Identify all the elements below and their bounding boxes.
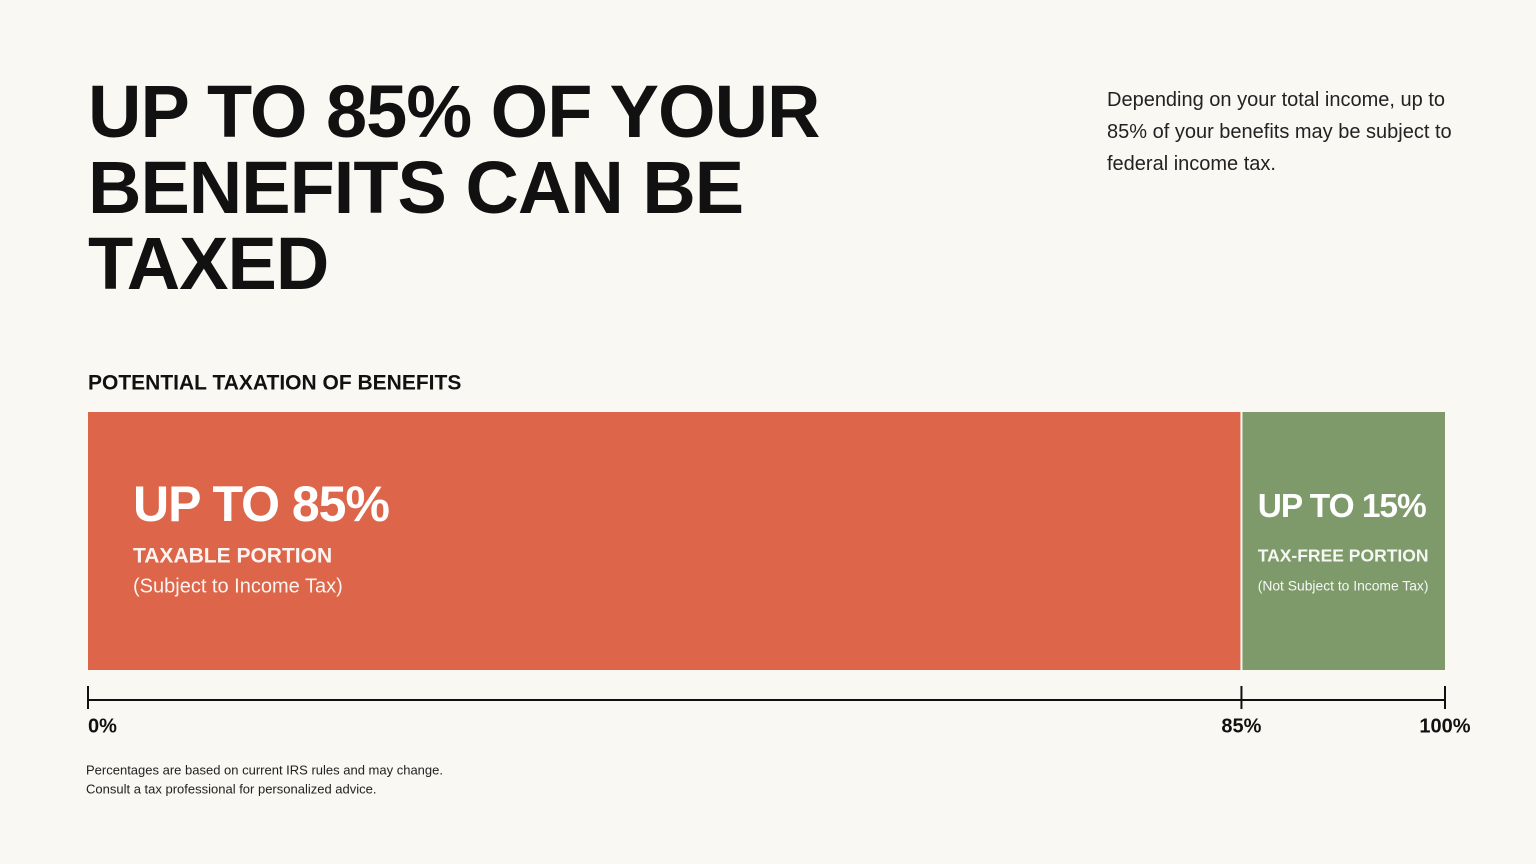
chart-label: POTENTIAL TAXATION OF BENEFITS — [88, 372, 461, 395]
footnote: Consult a tax professional for personali… — [86, 781, 377, 796]
segment-name: TAX-FREE PORTION — [1258, 546, 1429, 566]
bar-segment — [1241, 412, 1445, 670]
segment-value-label: UP TO 85% — [133, 476, 389, 532]
subtitle: Depending on your total income, up to 85… — [1107, 89, 1452, 175]
x-tick-label: 100% — [1419, 715, 1470, 737]
x-tick-label: 85% — [1221, 715, 1261, 737]
segment-description: (Subject to Income Tax) — [133, 575, 343, 597]
segment-description: (Not Subject to Income Tax) — [1258, 578, 1429, 594]
x-tick-label: 0% — [88, 715, 117, 737]
bar-segment — [88, 412, 1242, 670]
footnote: Percentages are based on current IRS rul… — [86, 762, 443, 777]
segment-value-label: UP TO 15% — [1258, 488, 1426, 525]
title: UP TO 85% OF YOUR BENEFITS CAN BE TAXED — [88, 70, 820, 305]
segment-name: TAXABLE PORTION — [133, 545, 332, 568]
